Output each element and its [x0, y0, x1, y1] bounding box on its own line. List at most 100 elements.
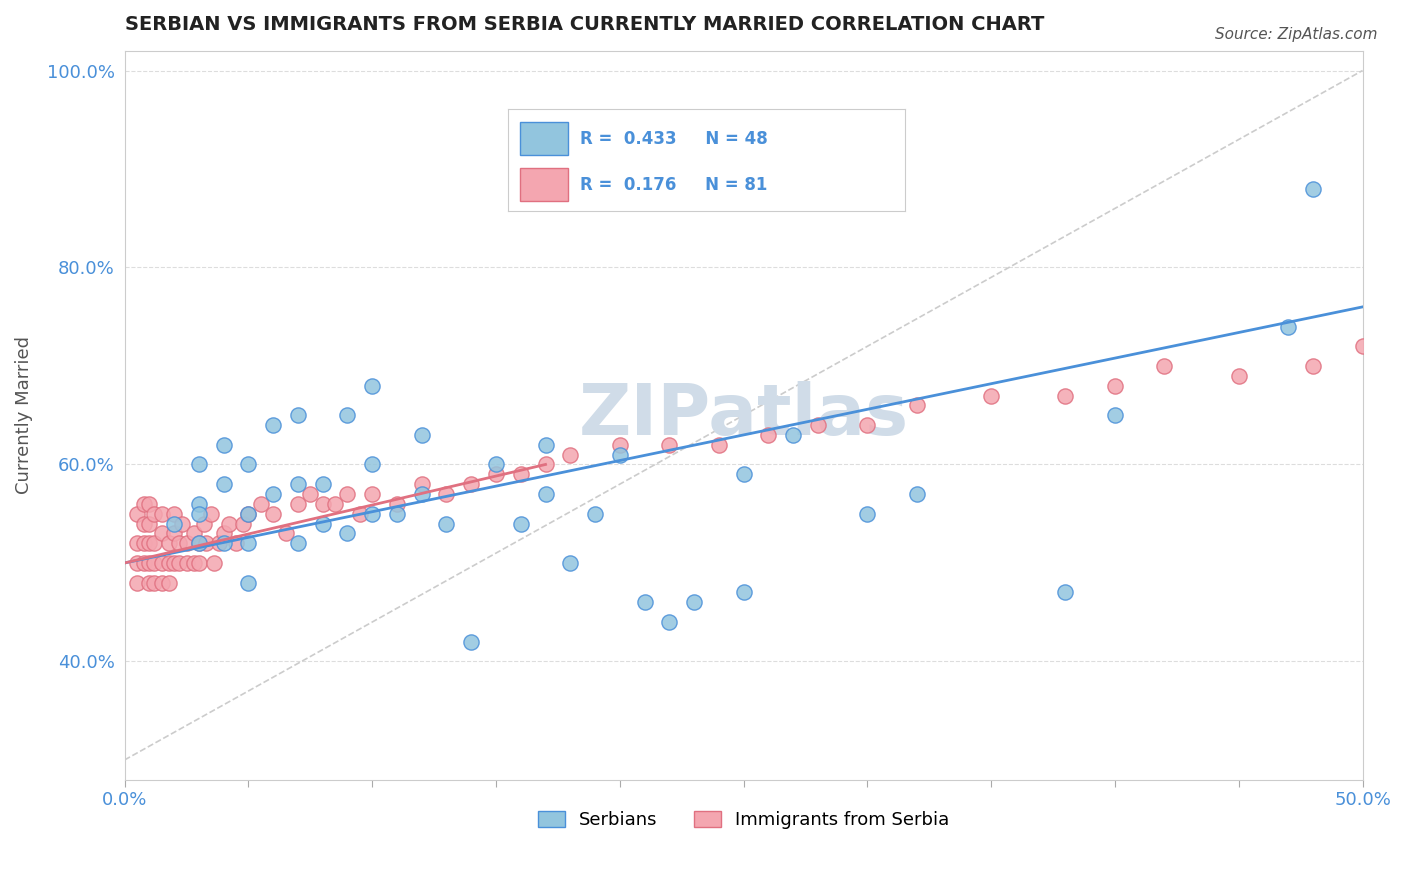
Immigrants from Serbia — [411, 477, 433, 491]
Immigrants from Serbia — [460, 477, 482, 491]
Serbians — [560, 556, 582, 570]
Immigrants from Serbia — [163, 507, 186, 521]
Serbians — [460, 634, 482, 648]
Immigrants from Serbia — [163, 526, 186, 541]
Serbians — [905, 487, 928, 501]
Immigrants from Serbia — [125, 556, 148, 570]
Immigrants from Serbia — [1104, 378, 1126, 392]
Immigrants from Serbia — [385, 497, 408, 511]
Immigrants from Serbia — [150, 507, 173, 521]
Immigrants from Serbia — [238, 507, 260, 521]
Serbians — [212, 536, 235, 550]
Serbians — [658, 615, 681, 629]
Immigrants from Serbia — [249, 497, 271, 511]
Serbians — [163, 516, 186, 531]
Immigrants from Serbia — [905, 398, 928, 412]
Serbians — [212, 477, 235, 491]
Immigrants from Serbia — [1153, 359, 1175, 373]
Immigrants from Serbia — [187, 536, 209, 550]
Immigrants from Serbia — [1351, 339, 1374, 353]
Serbians — [782, 428, 804, 442]
Immigrants from Serbia — [756, 428, 779, 442]
Immigrants from Serbia — [200, 507, 222, 521]
Text: SERBIAN VS IMMIGRANTS FROM SERBIA CURRENTLY MARRIED CORRELATION CHART: SERBIAN VS IMMIGRANTS FROM SERBIA CURREN… — [125, 15, 1045, 34]
Serbians — [312, 477, 335, 491]
Immigrants from Serbia — [509, 467, 531, 482]
Serbians — [336, 526, 359, 541]
Immigrants from Serbia — [707, 438, 730, 452]
Serbians — [287, 408, 309, 422]
Immigrants from Serbia — [157, 556, 180, 570]
Serbians — [336, 408, 359, 422]
Legend: Serbians, Immigrants from Serbia: Serbians, Immigrants from Serbia — [530, 804, 956, 836]
Serbians — [1277, 319, 1299, 334]
Immigrants from Serbia — [1054, 388, 1077, 402]
Immigrants from Serbia — [1227, 368, 1250, 383]
Immigrants from Serbia — [143, 536, 166, 550]
Immigrants from Serbia — [225, 536, 247, 550]
Serbians — [187, 507, 209, 521]
Text: ZIPatlas: ZIPatlas — [578, 381, 908, 450]
Immigrants from Serbia — [167, 556, 190, 570]
Serbians — [733, 585, 755, 599]
Immigrants from Serbia — [1400, 329, 1406, 343]
Immigrants from Serbia — [299, 487, 322, 501]
Serbians — [509, 516, 531, 531]
Immigrants from Serbia — [336, 487, 359, 501]
Immigrants from Serbia — [138, 516, 160, 531]
Serbians — [361, 458, 384, 472]
Serbians — [411, 487, 433, 501]
Immigrants from Serbia — [218, 516, 240, 531]
Text: Source: ZipAtlas.com: Source: ZipAtlas.com — [1215, 27, 1378, 42]
Immigrants from Serbia — [125, 507, 148, 521]
Immigrants from Serbia — [1302, 359, 1324, 373]
Immigrants from Serbia — [167, 536, 190, 550]
Immigrants from Serbia — [485, 467, 508, 482]
Serbians — [583, 507, 606, 521]
Immigrants from Serbia — [170, 516, 193, 531]
Serbians — [633, 595, 655, 609]
Immigrants from Serbia — [195, 536, 218, 550]
Serbians — [1302, 182, 1324, 196]
Serbians — [411, 428, 433, 442]
Immigrants from Serbia — [163, 556, 186, 570]
Immigrants from Serbia — [134, 556, 156, 570]
Serbians — [238, 575, 260, 590]
Serbians — [238, 458, 260, 472]
Immigrants from Serbia — [176, 556, 198, 570]
Immigrants from Serbia — [125, 575, 148, 590]
Immigrants from Serbia — [534, 458, 557, 472]
Serbians — [262, 487, 284, 501]
Immigrants from Serbia — [193, 516, 215, 531]
Serbians — [733, 467, 755, 482]
Immigrants from Serbia — [138, 497, 160, 511]
Immigrants from Serbia — [138, 556, 160, 570]
Serbians — [212, 438, 235, 452]
Immigrants from Serbia — [349, 507, 371, 521]
Serbians — [485, 458, 508, 472]
Serbians — [238, 507, 260, 521]
Immigrants from Serbia — [856, 418, 879, 433]
Immigrants from Serbia — [150, 526, 173, 541]
Immigrants from Serbia — [143, 556, 166, 570]
Immigrants from Serbia — [807, 418, 830, 433]
Immigrants from Serbia — [980, 388, 1002, 402]
Immigrants from Serbia — [134, 497, 156, 511]
Immigrants from Serbia — [138, 575, 160, 590]
Immigrants from Serbia — [208, 536, 231, 550]
Immigrants from Serbia — [312, 497, 335, 511]
Serbians — [312, 516, 335, 531]
Immigrants from Serbia — [176, 536, 198, 550]
Immigrants from Serbia — [150, 575, 173, 590]
Y-axis label: Currently Married: Currently Married — [15, 336, 32, 494]
Serbians — [385, 507, 408, 521]
Immigrants from Serbia — [262, 507, 284, 521]
Immigrants from Serbia — [183, 526, 205, 541]
Immigrants from Serbia — [287, 497, 309, 511]
Serbians — [534, 487, 557, 501]
Serbians — [187, 536, 209, 550]
Immigrants from Serbia — [609, 438, 631, 452]
Serbians — [683, 595, 706, 609]
Serbians — [238, 536, 260, 550]
Immigrants from Serbia — [143, 507, 166, 521]
